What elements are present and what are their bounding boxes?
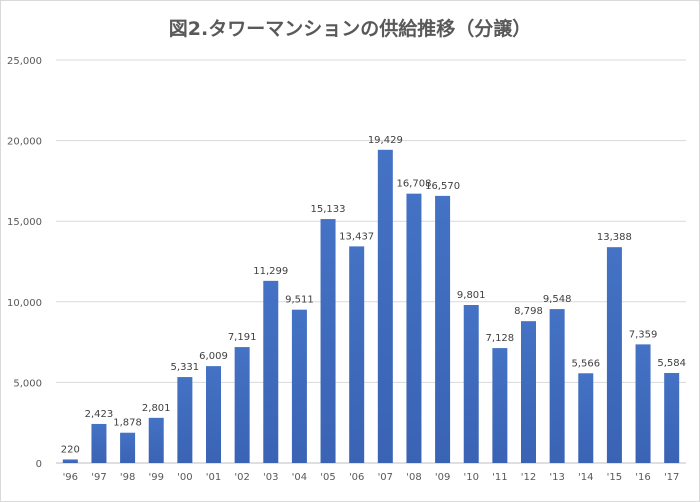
bar (578, 373, 594, 463)
bar (120, 432, 136, 463)
data-label: 13,388 (597, 232, 632, 243)
data-label: 220 (61, 444, 80, 455)
data-label: 5,584 (657, 358, 686, 369)
data-label: 16,570 (425, 181, 460, 192)
x-tick-label: '11 (492, 472, 507, 483)
data-label: 16,708 (396, 179, 431, 190)
bar (234, 347, 250, 463)
x-tick-label: '08 (406, 472, 421, 483)
bars (62, 149, 680, 464)
bar (320, 219, 336, 463)
x-tick-label: '97 (91, 472, 106, 483)
data-label: 7,359 (629, 329, 658, 340)
x-tick-label: '15 (607, 472, 622, 483)
data-label: 2,423 (85, 409, 114, 420)
x-tick-label: '03 (263, 472, 278, 483)
x-tick-label: '16 (635, 472, 650, 483)
bar (91, 423, 107, 463)
y-tick-label: 15,000 (7, 217, 42, 228)
y-tick-label: 10,000 (7, 298, 42, 309)
x-tick-label: '07 (378, 472, 393, 483)
bar (263, 280, 279, 463)
chart-title: 図2.タワーマンションの供給推移（分譲） (168, 18, 532, 40)
bar (62, 459, 78, 463)
x-tick-label: '98 (120, 472, 135, 483)
data-label: 15,133 (311, 204, 346, 215)
data-label: 13,437 (339, 231, 374, 242)
bar (492, 348, 508, 463)
x-tick-label: '09 (435, 472, 450, 483)
bar (177, 377, 193, 463)
data-label: 5,566 (571, 358, 600, 369)
y-tick-label: 25,000 (7, 56, 42, 67)
data-label: 6,009 (199, 351, 228, 362)
data-label: 2,801 (142, 403, 171, 414)
bar (349, 246, 365, 463)
bar (377, 149, 393, 464)
x-tick-label: '00 (177, 472, 192, 483)
data-label: 1,878 (113, 418, 142, 429)
y-tick-label: 0 (36, 459, 42, 470)
x-tick-label: '02 (234, 472, 249, 483)
y-tick-label: 20,000 (7, 137, 42, 148)
data-label: 9,548 (543, 294, 572, 305)
data-label: 8,798 (514, 306, 543, 317)
data-label: 19,429 (368, 135, 403, 146)
x-tick-label: '99 (148, 472, 163, 483)
bar (435, 195, 451, 463)
bar (148, 417, 164, 463)
x-tick-label: '13 (549, 472, 564, 483)
bar (206, 366, 221, 463)
data-label: 7,128 (486, 333, 515, 344)
bar (406, 193, 422, 463)
y-tick-label: 5,000 (13, 378, 42, 389)
x-tick-label: '14 (578, 472, 593, 483)
bar (606, 247, 622, 463)
bar (549, 309, 565, 463)
x-tick-label: '01 (206, 472, 221, 483)
x-tick-label: '06 (349, 472, 364, 483)
data-label: 9,801 (457, 290, 486, 301)
data-label: 5,331 (171, 362, 200, 373)
bar (463, 305, 479, 463)
bar (635, 344, 651, 463)
y-axis-ticks: 0 5,000 10,000 15,000 20,000 25,000 (7, 56, 42, 470)
data-label: 11,299 (253, 266, 288, 277)
x-tick-label: '96 (63, 472, 78, 483)
x-axis-ticks: '96 '97 '98 '99 '00 '01 '02 '03 '04 '05 '06 '07 '08 '… (63, 472, 680, 483)
x-tick-label: '04 (292, 472, 307, 483)
bar (521, 321, 536, 463)
data-label: 7,191 (228, 332, 257, 343)
bar (291, 309, 307, 463)
x-tick-label: '12 (521, 472, 536, 483)
bar (664, 372, 680, 463)
x-tick-label: '10 (463, 472, 478, 483)
x-tick-label: '17 (664, 472, 679, 483)
x-tick-label: '05 (320, 472, 335, 483)
data-label: 9,511 (285, 295, 314, 306)
